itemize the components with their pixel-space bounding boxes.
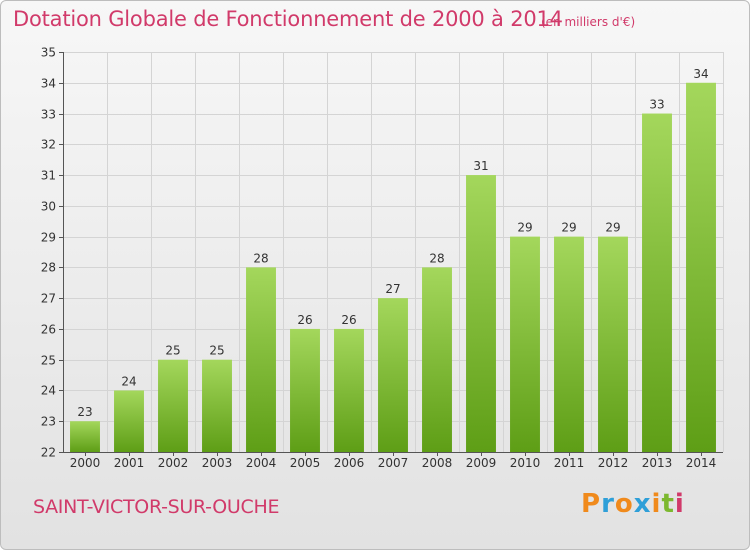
data-label: 33 bbox=[649, 98, 664, 112]
x-tick-label: 2013 bbox=[642, 456, 673, 470]
logo-letter: o bbox=[614, 489, 634, 519]
data-label: 29 bbox=[605, 221, 620, 235]
logo-letter: P bbox=[581, 489, 602, 519]
data-label: 25 bbox=[165, 344, 180, 358]
bar bbox=[202, 359, 232, 452]
data-label: 31 bbox=[473, 159, 488, 173]
data-label: 23 bbox=[77, 405, 92, 419]
data-label: 28 bbox=[253, 251, 268, 265]
bar bbox=[642, 113, 672, 453]
logo-letter: r bbox=[601, 489, 615, 519]
data-label: 29 bbox=[517, 221, 532, 235]
x-tick-label: 2001 bbox=[114, 456, 145, 470]
bar bbox=[158, 359, 188, 452]
data-label: 25 bbox=[209, 344, 224, 358]
x-tick-label: 2011 bbox=[554, 456, 585, 470]
x-tick-label: 2000 bbox=[70, 456, 101, 470]
chart-title: Dotation Globale de Fonctionnement de 20… bbox=[13, 7, 563, 31]
x-tick-label: 2007 bbox=[378, 456, 409, 470]
bar bbox=[378, 298, 408, 452]
bar bbox=[686, 82, 716, 453]
data-label: 26 bbox=[341, 313, 356, 327]
bar bbox=[290, 328, 320, 452]
y-tick-label: 24 bbox=[41, 384, 56, 398]
logo-letter: i bbox=[674, 489, 685, 519]
logo-letter: x bbox=[633, 489, 652, 519]
data-label: 29 bbox=[561, 221, 576, 235]
bar bbox=[246, 267, 276, 452]
bar bbox=[422, 267, 452, 452]
x-tick-label: 2004 bbox=[246, 456, 277, 470]
x-tick-label: 2006 bbox=[334, 456, 365, 470]
x-tick-label: 2005 bbox=[290, 456, 321, 470]
data-label: 34 bbox=[693, 67, 708, 81]
data-label: 27 bbox=[385, 282, 400, 296]
bar bbox=[466, 175, 496, 453]
data-label: 28 bbox=[429, 251, 444, 265]
bar bbox=[554, 236, 584, 452]
x-tick-label: 2003 bbox=[202, 456, 233, 470]
data-label: 24 bbox=[121, 374, 136, 388]
commune-name: SAINT-VICTOR-SUR-OUCHE bbox=[33, 496, 280, 518]
y-tick-label: 27 bbox=[41, 292, 56, 306]
y-tick-label: 33 bbox=[41, 108, 56, 122]
bar bbox=[334, 328, 364, 452]
x-tick-label: 2012 bbox=[598, 456, 629, 470]
y-tick-label: 34 bbox=[41, 77, 56, 91]
data-label: 26 bbox=[297, 313, 312, 327]
y-tick-label: 28 bbox=[41, 261, 56, 275]
chart-subtitle: (en milliers d'€) bbox=[541, 15, 636, 29]
x-tick-label: 2008 bbox=[422, 456, 453, 470]
logo-letter: t bbox=[661, 489, 675, 519]
y-tick-label: 32 bbox=[41, 138, 56, 152]
proxiti-logo: Proxiti bbox=[581, 489, 685, 519]
x-tick-label: 2010 bbox=[510, 456, 541, 470]
bar bbox=[510, 236, 540, 452]
bar bbox=[70, 421, 100, 452]
bar bbox=[114, 390, 144, 452]
bars: 23 24 25 25 28 26 26 27 28 31 29 29 29 33 34 bbox=[70, 67, 716, 453]
y-tick-label: 29 bbox=[41, 231, 56, 245]
y-tick-label: 25 bbox=[41, 354, 56, 368]
axes: 22 23 24 25 26 27 28 29 30 31 32 33 34 35 2000 2001 2002… bbox=[41, 46, 723, 470]
y-tick-label: 35 bbox=[41, 46, 56, 60]
logo-letter: i bbox=[651, 489, 662, 519]
y-tick-label: 26 bbox=[41, 323, 56, 337]
y-tick-label: 30 bbox=[41, 200, 56, 214]
x-tick-label: 2002 bbox=[158, 456, 189, 470]
x-tick-label: 2014 bbox=[686, 456, 717, 470]
bar bbox=[598, 236, 628, 452]
y-tick-label: 23 bbox=[41, 415, 56, 429]
y-tick-label: 31 bbox=[41, 169, 56, 183]
y-tick-label: 22 bbox=[41, 446, 56, 460]
x-tick-label: 2009 bbox=[466, 456, 497, 470]
